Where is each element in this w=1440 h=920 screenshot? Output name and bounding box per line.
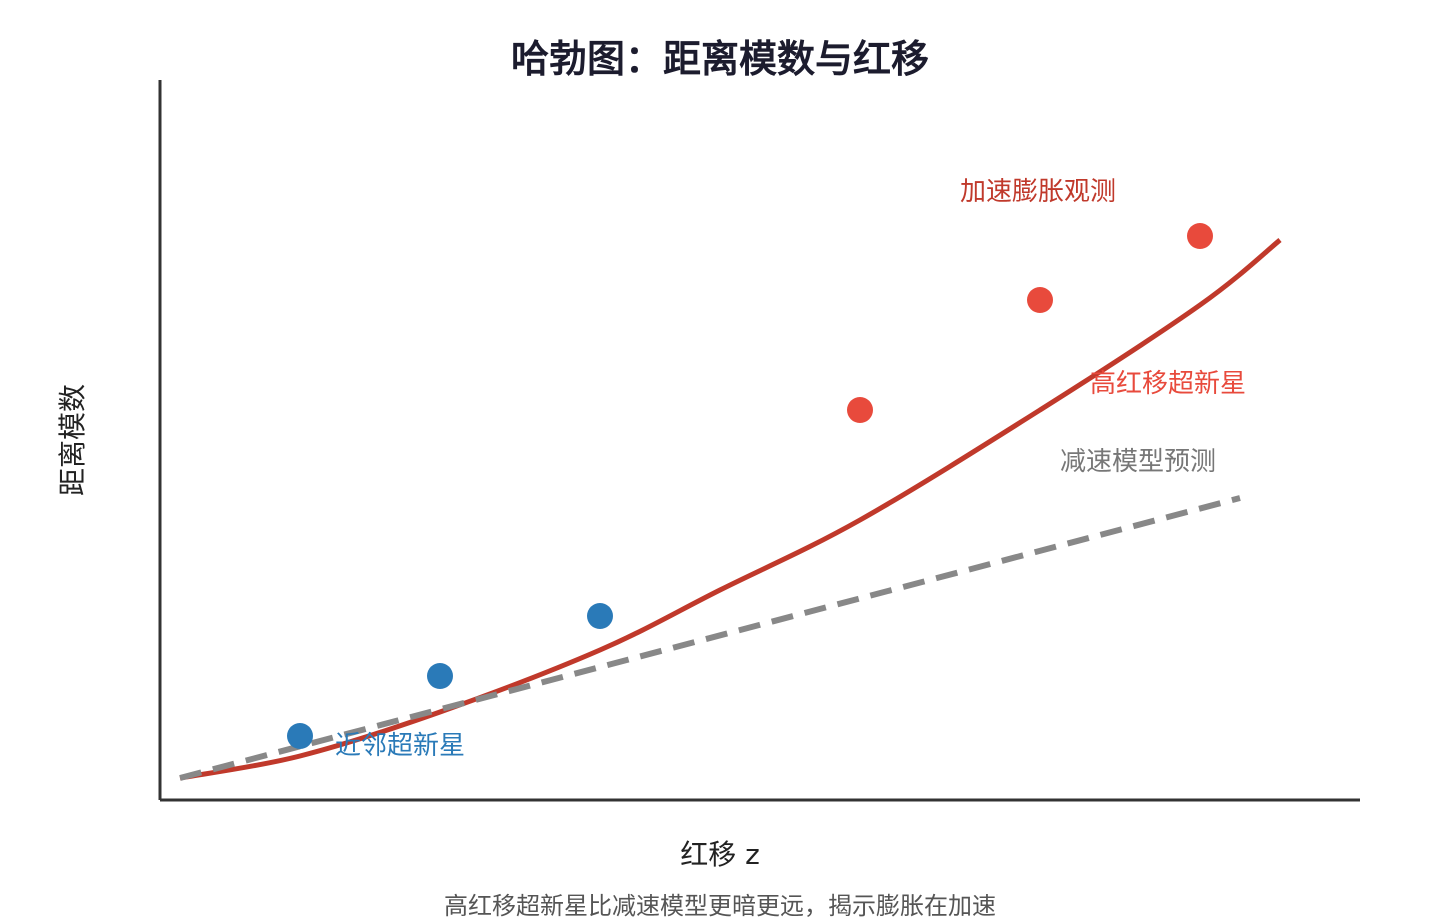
high-z-supernova-point-2	[1187, 223, 1213, 249]
annotation-1: 高红移超新星	[1090, 369, 1246, 399]
y-axis-label: 距离模数	[56, 384, 89, 496]
nearby-supernova-point-1	[427, 663, 453, 689]
high-z-supernova-point-0	[847, 397, 873, 423]
annotation-0: 加速膨胀观测	[960, 177, 1116, 207]
annotation-2: 减速模型预测	[1060, 447, 1216, 477]
chart-caption: 高红移超新星比减速模型更暗更远，揭示膨胀在加速	[444, 892, 996, 920]
x-axis-label: 红移 z	[680, 838, 760, 871]
acceleration-fit-line	[179, 238, 1282, 781]
nearby-supernova-point-2	[587, 603, 613, 629]
high-z-supernova-point-1	[1027, 287, 1053, 313]
chart-title: 哈勃图：距离模数与红移	[511, 37, 929, 81]
annotation-3: 近邻超新星	[335, 731, 465, 761]
deceleration-model-line	[179, 495, 1241, 781]
nearby-supernova-point-0	[287, 723, 313, 749]
